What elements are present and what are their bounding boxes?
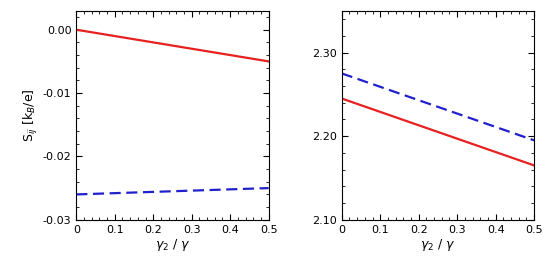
Y-axis label: S$_{ij}$ [k$_B$/e]: S$_{ij}$ [k$_B$/e] xyxy=(22,88,40,142)
X-axis label: $\gamma_2$ / $\gamma$: $\gamma_2$ / $\gamma$ xyxy=(420,237,456,254)
X-axis label: $\gamma_2$ / $\gamma$: $\gamma_2$ / $\gamma$ xyxy=(155,237,190,254)
